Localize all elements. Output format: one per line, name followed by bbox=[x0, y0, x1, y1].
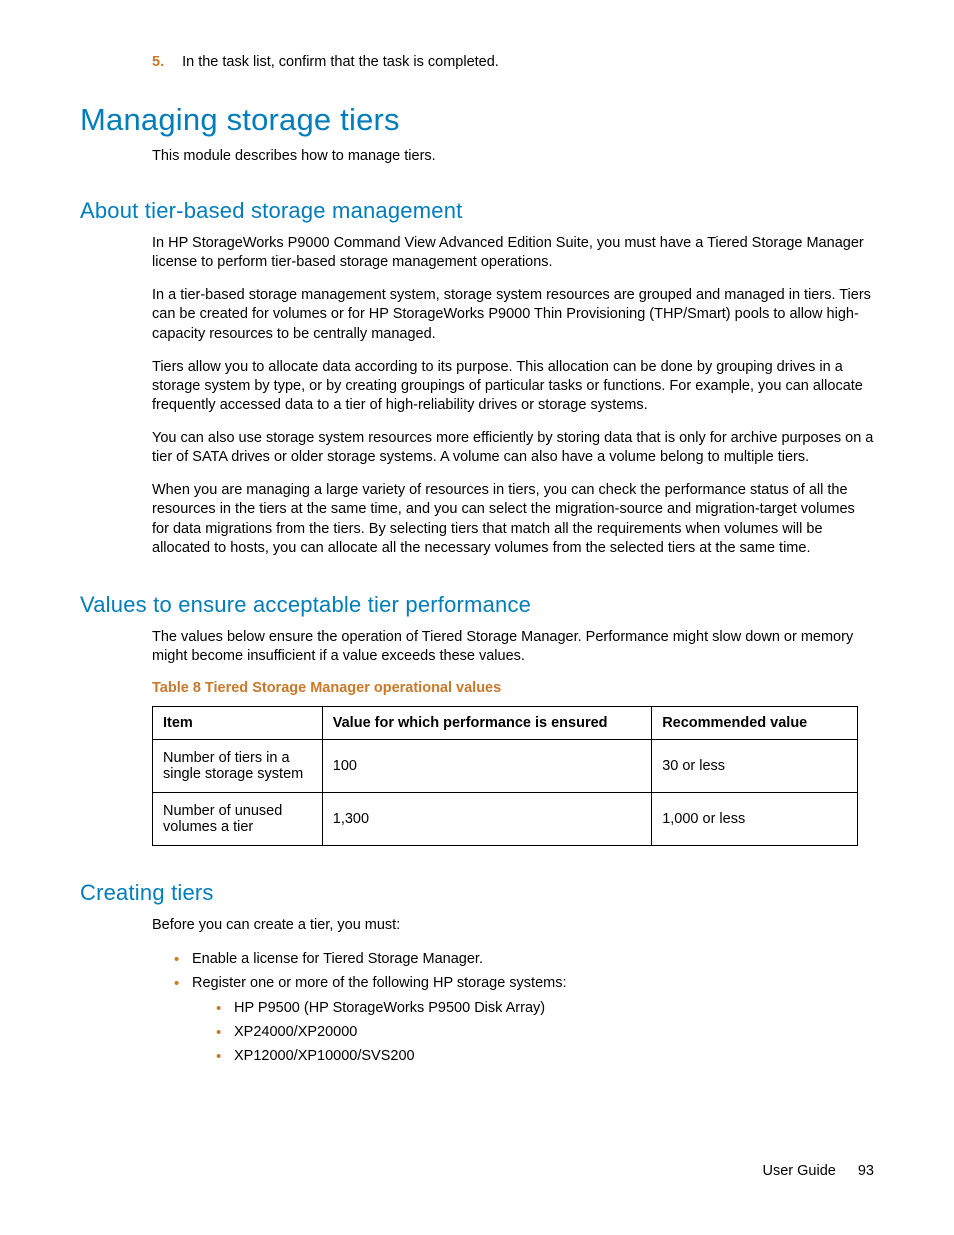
list-item: HP P9500 (HP StorageWorks P9500 Disk Arr… bbox=[216, 998, 874, 1018]
step-item-5: 5. In the task list, confirm that the ta… bbox=[152, 54, 874, 70]
heading-values-performance: Values to ensure acceptable tier perform… bbox=[80, 592, 874, 618]
sub-bullet-list: HP P9500 (HP StorageWorks P9500 Disk Arr… bbox=[216, 998, 874, 1067]
table-cell: 100 bbox=[322, 740, 651, 793]
table-row: Number of unused volumes a tier 1,300 1,… bbox=[153, 793, 858, 846]
list-item-text: XP24000/XP20000 bbox=[234, 1024, 357, 1040]
paragraph: In a tier-based storage management syste… bbox=[152, 286, 874, 343]
table-operational-values: Item Value for which performance is ensu… bbox=[152, 706, 858, 846]
list-item: Register one or more of the following HP… bbox=[174, 973, 874, 1066]
paragraph: You can also use storage system resource… bbox=[152, 429, 874, 467]
bullet-list: Enable a license for Tiered Storage Mana… bbox=[174, 949, 874, 1066]
table-row: Number of tiers in a single storage syst… bbox=[153, 740, 858, 793]
page-footer: User Guide 93 bbox=[762, 1163, 874, 1179]
table-cell: Number of tiers in a single storage syst… bbox=[153, 740, 323, 793]
heading-about-tier-based: About tier-based storage management bbox=[80, 198, 874, 224]
paragraph: Tiers allow you to allocate data accordi… bbox=[152, 358, 874, 415]
table-caption: Table 8 Tiered Storage Manager operation… bbox=[152, 680, 874, 696]
table-cell: 30 or less bbox=[652, 740, 858, 793]
paragraph: Before you can create a tier, you must: bbox=[152, 916, 874, 935]
paragraph: In HP StorageWorks P9000 Command View Ad… bbox=[152, 234, 874, 272]
table-cell: Number of unused volumes a tier bbox=[153, 793, 323, 846]
table-header-row: Item Value for which performance is ensu… bbox=[153, 707, 858, 740]
list-item-text: XP12000/XP10000/SVS200 bbox=[234, 1048, 415, 1064]
step-text: In the task list, confirm that the task … bbox=[182, 54, 499, 70]
list-item-text: Enable a license for Tiered Storage Mana… bbox=[192, 951, 483, 967]
page-number: 93 bbox=[858, 1163, 874, 1179]
heading-managing-storage-tiers: Managing storage tiers bbox=[80, 102, 874, 138]
table-cell: 1,300 bbox=[322, 793, 651, 846]
list-item-text: Register one or more of the following HP… bbox=[192, 975, 567, 991]
list-item-text: HP P9500 (HP StorageWorks P9500 Disk Arr… bbox=[234, 1000, 545, 1016]
heading-creating-tiers: Creating tiers bbox=[80, 880, 874, 906]
list-item: Enable a license for Tiered Storage Mana… bbox=[174, 949, 874, 969]
table-cell: 1,000 or less bbox=[652, 793, 858, 846]
list-item: XP12000/XP10000/SVS200 bbox=[216, 1046, 874, 1066]
table-header-cell: Recommended value bbox=[652, 707, 858, 740]
table-header-cell: Value for which performance is ensured bbox=[322, 707, 651, 740]
footer-label: User Guide bbox=[762, 1163, 835, 1179]
step-number: 5. bbox=[152, 54, 164, 70]
intro-text: This module describes how to manage tier… bbox=[152, 148, 874, 164]
page-content: 5. In the task list, confirm that the ta… bbox=[0, 0, 954, 1067]
table-header-cell: Item bbox=[153, 707, 323, 740]
list-item: XP24000/XP20000 bbox=[216, 1022, 874, 1042]
paragraph: The values below ensure the operation of… bbox=[152, 628, 874, 666]
paragraph: When you are managing a large variety of… bbox=[152, 481, 874, 558]
